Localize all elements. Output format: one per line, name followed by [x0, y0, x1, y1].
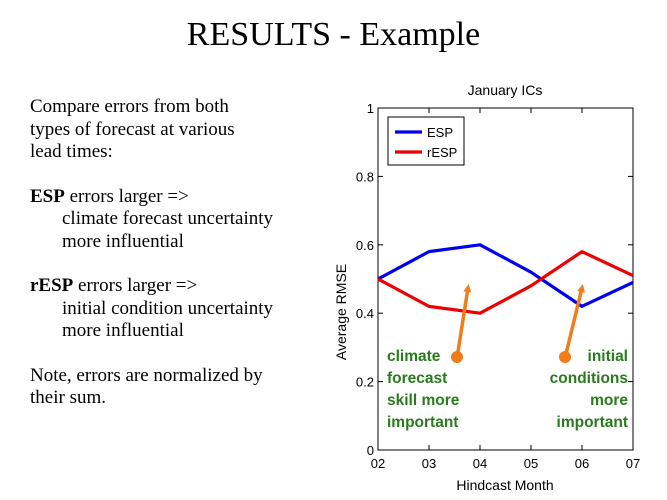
esp-statement: ESP errors larger => [30, 186, 330, 209]
y-tick-label: 0.6 [356, 238, 374, 253]
y-tick-label: 0.8 [356, 169, 374, 184]
x-tick-label: 05 [524, 456, 538, 471]
y-tick-label: 0 [367, 443, 374, 458]
x-tick-label: 03 [422, 456, 436, 471]
legend-box [387, 116, 465, 166]
resp-keyword: rESP [30, 275, 74, 296]
slide-title: RESULTS - Example [186, 16, 481, 53]
y-tick-label: 0.4 [356, 306, 374, 321]
annotation-initial-line: initial [588, 348, 628, 365]
x-tick-label: 02 [371, 456, 385, 471]
intro-line: lead times: [30, 141, 113, 162]
annotation-climate-line: forecast [387, 370, 447, 387]
annotation-climate-line: climate [387, 348, 441, 365]
y-tick-label: 1 [367, 101, 374, 116]
resp-statement: rESP errors larger => [30, 275, 330, 298]
arrow-initial [563, 284, 585, 359]
slide-body-text: Compare errors from both types of foreca… [30, 96, 330, 410]
series-line-esp [377, 243, 634, 308]
y-tick-label: 0.2 [356, 375, 374, 390]
annotation-initial-line: important [557, 414, 628, 431]
esp-statement-rest: errors larger => [64, 185, 189, 207]
intro-line: types of forecast at various [30, 118, 235, 140]
intro-line: Compare errors from both [30, 96, 229, 117]
esp-keyword: ESP [30, 185, 65, 207]
legend-label-resp: rESP [427, 145, 457, 160]
series-line-resp [377, 250, 634, 315]
y-axis-label: Average RMSE [333, 264, 349, 360]
note-line: Note, errors are normalized by [30, 364, 263, 386]
note-line: their sum. [30, 387, 106, 408]
arrow-climate [455, 284, 472, 359]
resp-explanation-line: initial condition uncertainty [62, 297, 274, 319]
annotation-initial-line: more [590, 392, 628, 409]
annotation-climate-line: skill more [387, 392, 460, 409]
arrow-dot-climate [451, 351, 463, 363]
x-axis-label: Hindcast Month [456, 477, 553, 493]
resp-explanation-line: more influential [62, 320, 184, 341]
resp-statement-rest: errors larger => [73, 275, 198, 296]
x-tick-label: 07 [626, 456, 640, 471]
annotation-climate-line: important [387, 414, 458, 431]
esp-explanation-line: more influential [62, 230, 184, 252]
x-tick-label: 04 [473, 456, 487, 471]
legend-label-esp: ESP [427, 125, 453, 140]
annotation-initial-line: conditions [550, 370, 628, 387]
chart-title: January ICs [468, 82, 543, 98]
x-tick-label: 06 [575, 456, 589, 471]
rmse-line-chart: January ICs 0 0.2 0.4 0.6 0.8 1 02 03 04 05 06 07 ES… [333, 82, 640, 493]
esp-explanation-line: climate forecast uncertainty [62, 208, 274, 229]
arrow-dot-initial [559, 351, 571, 363]
